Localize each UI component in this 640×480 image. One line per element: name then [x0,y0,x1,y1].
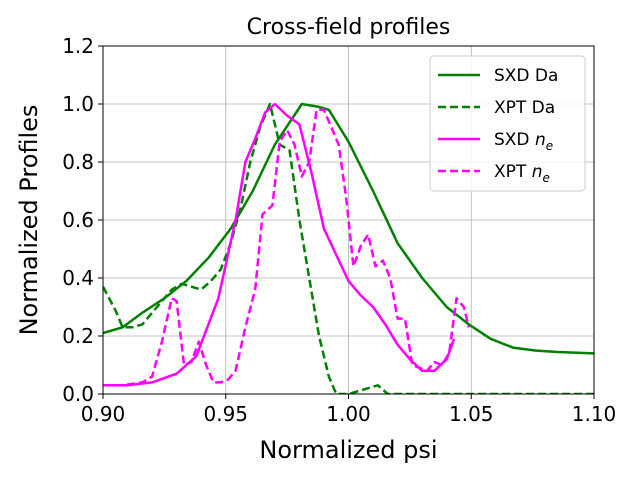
x-tick-label: 1.10 [572,402,617,426]
x-tick-label: 1.00 [326,402,371,426]
legend-label-main: SXD [494,130,535,150]
x-tick-label: 0.90 [81,402,126,426]
legend-label-main: XPT Da [494,98,555,118]
chart-title: Cross-field profiles [247,15,451,40]
x-tick-label: 0.95 [203,402,248,426]
legend-label-italic: n [532,162,543,182]
x-axis-label: Normalized psi [259,436,437,464]
y-tick-label: 0.4 [62,266,94,290]
ticks: 0.90 0.95 1.00 1.05 1.10 0.0 0.2 0.4 0.6 0.8 1.0 1.… [62,34,616,426]
series-line-sxd-n-e [103,102,456,387]
y-tick-label: 0.2 [62,324,94,348]
legend-label-sub: e [542,171,549,185]
y-tick-label: 1.2 [62,34,94,58]
series-line-sxd-da [103,102,594,355]
legend-label-italic: n [535,130,546,150]
legend-label: XPT Da [494,98,555,118]
legend-label: SXD ne [494,130,553,153]
legend-label: XPT ne [494,162,550,185]
legend-label-main: XPT [494,162,532,182]
y-axis-label: Normalized Profiles [15,105,43,336]
legend-label: SXD Da [494,66,558,86]
y-tick-label: 0.0 [62,382,94,406]
y-tick-label: 0.6 [62,208,94,232]
legend-label-main: SXD Da [494,66,558,86]
series-line-xpt-n-e [103,108,471,387]
y-tick-label: 1.0 [62,92,94,116]
x-tick-label: 1.05 [449,402,494,426]
series-layer [103,102,594,394]
legend-label-sub: e [546,139,553,153]
y-tick-label: 0.8 [62,150,94,174]
legend-box [429,55,586,192]
series-line-xpt-da [103,102,594,394]
